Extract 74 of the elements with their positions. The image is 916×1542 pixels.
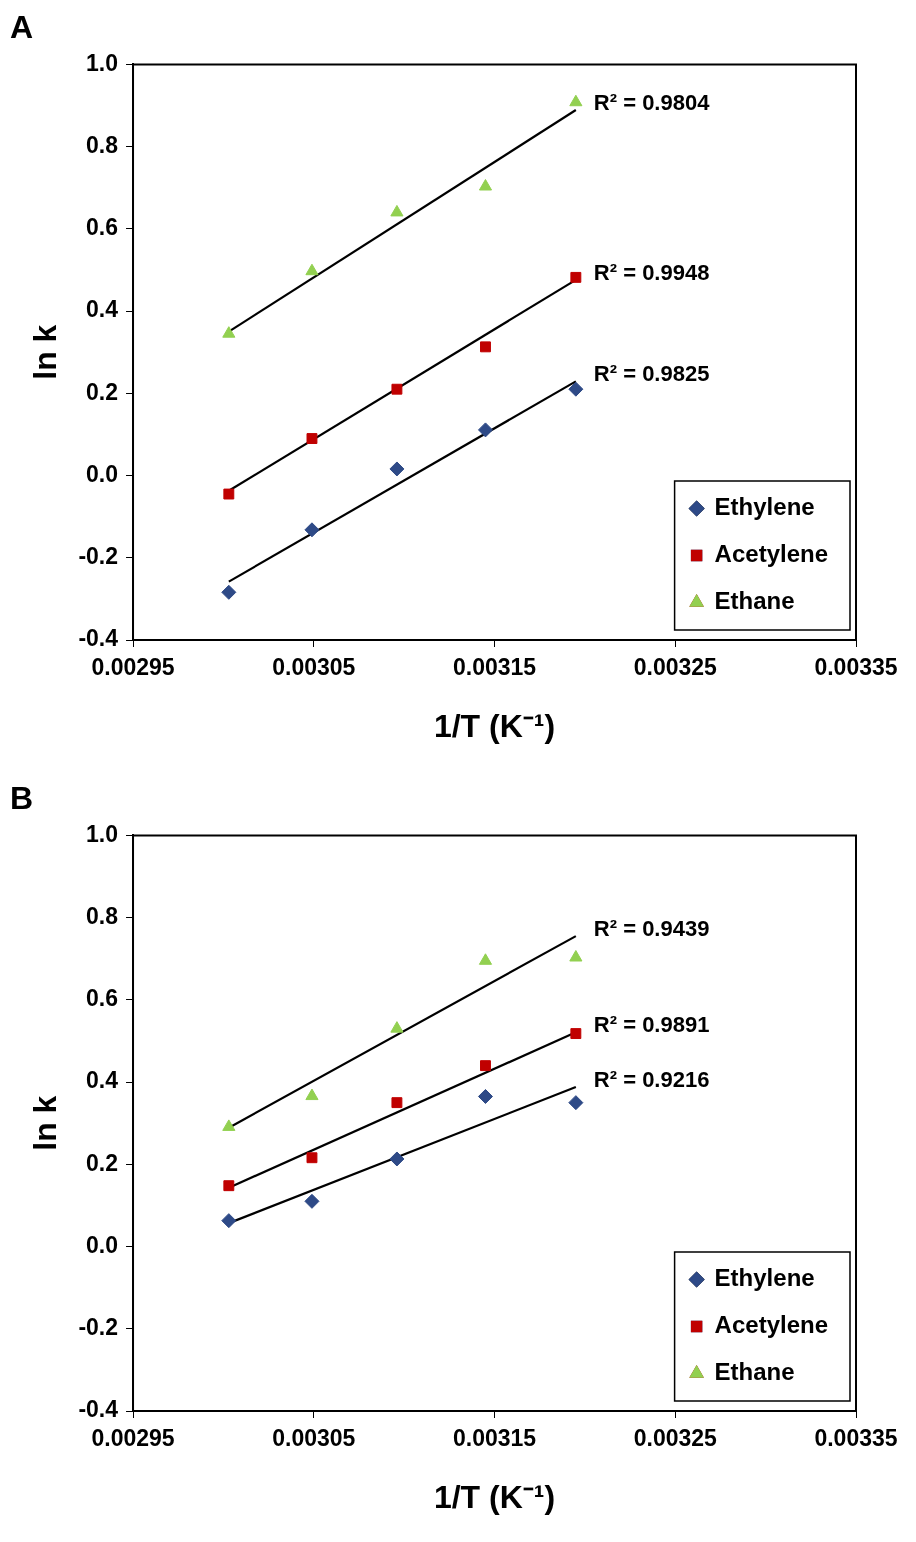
x-tick-label: 0.00315 xyxy=(452,1425,537,1452)
y-tick-label: 0.8 xyxy=(86,131,119,158)
y-tick-label: 0.4 xyxy=(86,296,119,323)
annotation: R² = 0.9825 xyxy=(593,361,710,387)
y-axis-title: ln k xyxy=(27,324,64,380)
x-tick-label: 0.00335 xyxy=(814,1425,898,1452)
y-tick-label: 0.2 xyxy=(86,378,119,405)
x-axis-title: 1/T (K⁻¹) xyxy=(433,1478,556,1515)
y-tick-label: 0.6 xyxy=(86,214,119,241)
y-tick-label: 0.4 xyxy=(86,1067,119,1094)
point xyxy=(304,522,320,538)
point xyxy=(568,1095,584,1111)
x-tick-label: 0.00325 xyxy=(633,1425,718,1452)
point xyxy=(389,1151,405,1167)
annotation: R² = 0.9948 xyxy=(593,259,710,285)
legend-label: Ethane xyxy=(714,1358,795,1386)
point xyxy=(305,1088,319,1101)
point xyxy=(306,1152,318,1164)
y-tick-label: 0.6 xyxy=(86,985,119,1012)
point xyxy=(222,326,236,338)
point xyxy=(391,383,403,395)
point xyxy=(478,179,493,191)
x-tick-label: 0.00305 xyxy=(272,654,356,681)
point xyxy=(222,1119,236,1131)
legend-label: Ethylene xyxy=(714,493,815,521)
x-tick-label: 0.00295 xyxy=(91,1425,175,1452)
y-tick-label: 0.2 xyxy=(86,1149,119,1176)
x-tick-label: 0.00325 xyxy=(633,654,718,681)
point xyxy=(306,433,318,444)
point xyxy=(569,94,583,107)
point xyxy=(390,1021,404,1033)
x-tick-label: 0.00335 xyxy=(814,654,898,681)
point xyxy=(391,1097,403,1109)
annotation: R² = 0.9439 xyxy=(593,916,710,942)
annotation: R² = 0.9216 xyxy=(593,1067,710,1093)
x-axis-title: 1/T (K⁻¹) xyxy=(433,707,556,744)
point xyxy=(568,381,584,397)
point xyxy=(223,488,235,500)
y-tick-label: 0.8 xyxy=(86,902,119,929)
point xyxy=(390,204,404,217)
point xyxy=(480,1060,491,1072)
point xyxy=(480,341,491,353)
point xyxy=(477,1088,493,1104)
x-tick-label: 0.00315 xyxy=(452,654,537,681)
y-tick-label: 1.0 xyxy=(86,49,119,76)
y-tick-label: 0.0 xyxy=(86,1231,119,1258)
y-tick-label: -0.4 xyxy=(78,625,119,652)
legend-label: Ethane xyxy=(714,587,795,615)
annotation: R² = 0.9804 xyxy=(593,90,711,116)
point xyxy=(570,271,582,283)
point xyxy=(221,1213,237,1229)
x-tick-label: 0.00305 xyxy=(272,1425,356,1452)
point xyxy=(389,461,405,477)
point xyxy=(569,950,583,962)
point xyxy=(305,263,319,276)
x-tick-label: 0.00295 xyxy=(91,654,175,681)
legend-label: Acetylene xyxy=(714,540,828,568)
legend-label: Ethylene xyxy=(714,1264,815,1292)
point xyxy=(570,1028,582,1040)
point xyxy=(304,1193,320,1209)
y-tick-label: -0.2 xyxy=(78,543,119,570)
y-tick-label: 0.0 xyxy=(86,460,119,487)
y-tick-label: -0.2 xyxy=(78,1314,119,1341)
point xyxy=(221,584,237,600)
point xyxy=(477,422,493,438)
point xyxy=(223,1180,235,1192)
legend-label: Acetylene xyxy=(714,1311,828,1339)
chart-title: B xyxy=(10,780,34,817)
y-tick-label: -0.4 xyxy=(78,1396,119,1423)
chart-title: A xyxy=(10,9,34,46)
point xyxy=(478,953,493,965)
y-tick-label: 1.0 xyxy=(86,820,119,847)
annotation: R² = 0.9891 xyxy=(593,1012,710,1038)
y-axis-title: ln k xyxy=(27,1095,64,1151)
